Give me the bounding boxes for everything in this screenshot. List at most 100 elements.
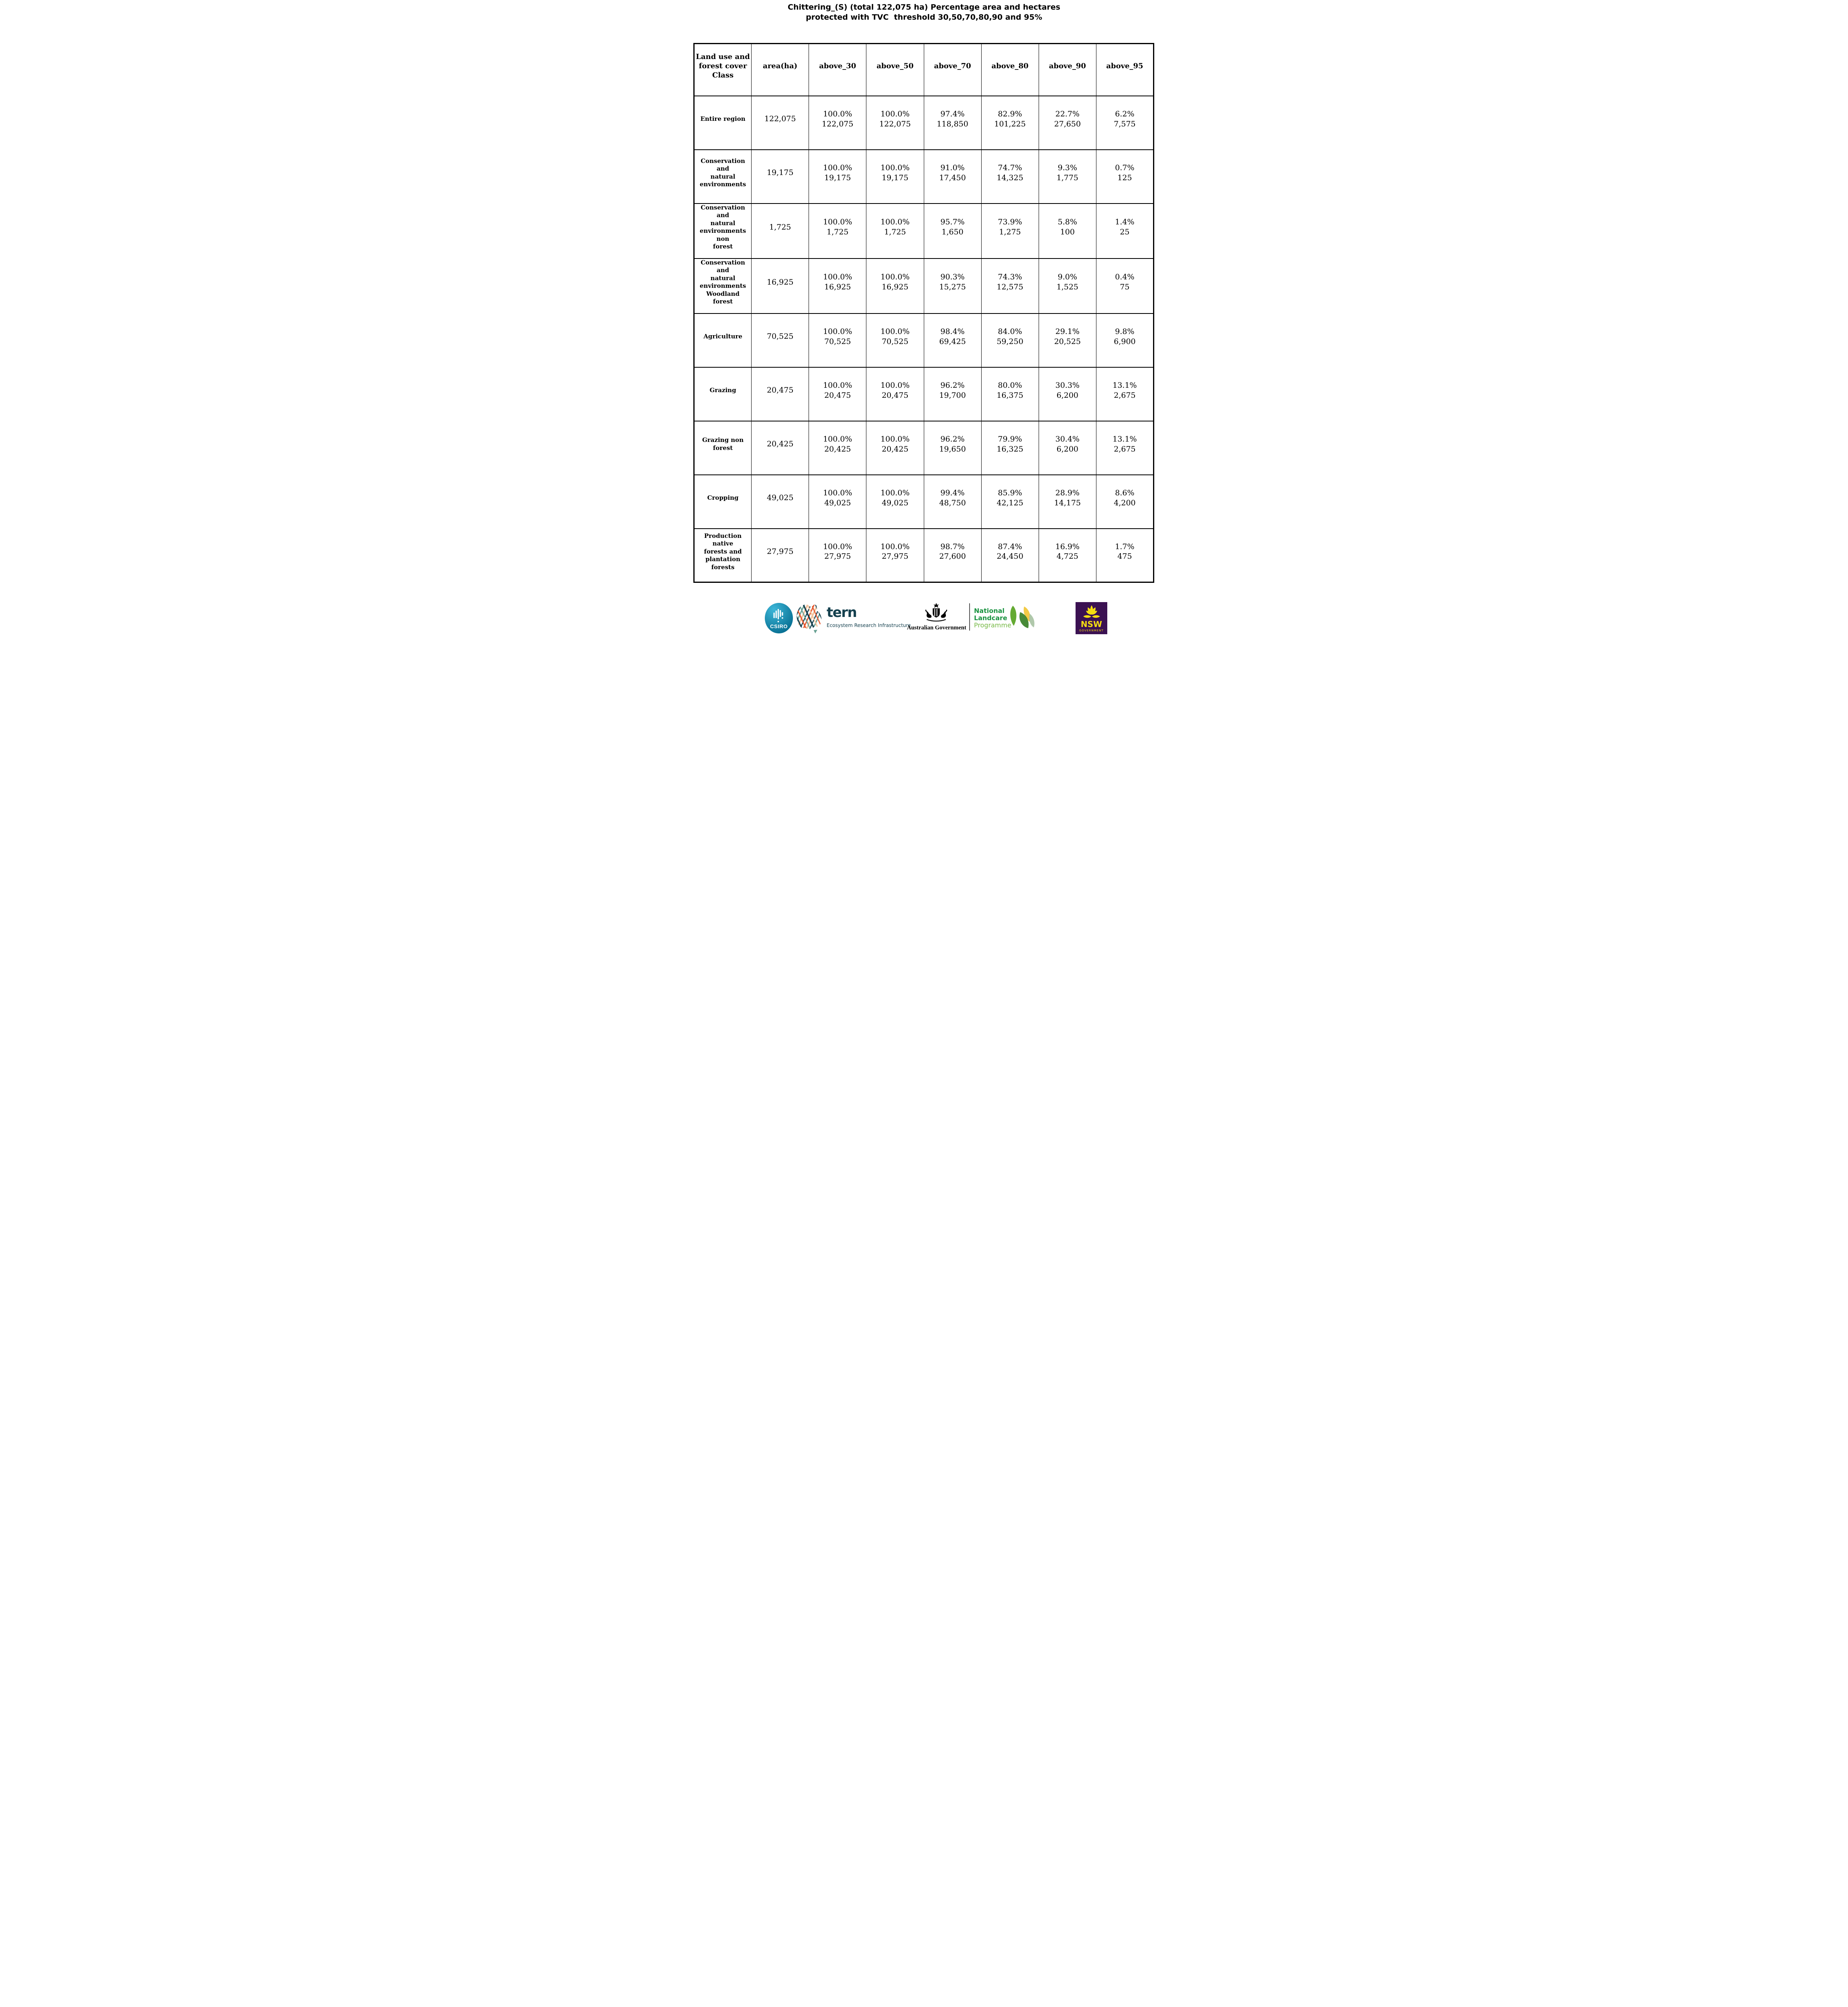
csiro-label: CSIRO — [770, 623, 788, 629]
column-header-above-30: above_30 — [809, 43, 867, 96]
coverage-percent: 100.0% — [880, 327, 910, 336]
row-label-cell: Grazing non forest — [693, 420, 752, 475]
table-row: Grazing 20,475 100.0% 20,475 100.0% 20,475 96.… — [693, 366, 1154, 421]
title-line-2: protected with TVC threshold 30,50,70,80… — [806, 12, 1042, 22]
tern-australia-map-icon — [793, 602, 825, 634]
coverage-cell: 0.7% 125 — [1096, 149, 1154, 204]
australian-government-logo: Australian Government — [907, 602, 966, 633]
coverage-percent: 80.0% — [998, 381, 1022, 390]
coverage-percent: 9.8% — [1115, 327, 1135, 336]
coverage-percent: 100.0% — [880, 218, 910, 227]
coverage-hectares: 1,725 — [884, 228, 906, 236]
coverage-percent: 100.0% — [880, 434, 910, 444]
coverage-hectares: 48,750 — [939, 498, 966, 507]
coverage-hectares: 19,700 — [939, 391, 966, 400]
coverage-percent: 30.4% — [1055, 434, 1080, 444]
coverage-cell: 1.7% 475 — [1096, 528, 1154, 583]
coverage-cell: 30.3% 6,200 — [1038, 366, 1096, 421]
coverage-percent: 30.3% — [1055, 381, 1080, 390]
coverage-cell: 98.7% 27,600 — [923, 528, 982, 583]
coverage-percent: 97.4% — [940, 109, 965, 118]
coverage-percent: 98.4% — [940, 327, 965, 336]
coverage-percent: 100.0% — [823, 488, 852, 497]
coverage-cell: 100.0% 27,975 — [866, 528, 924, 583]
coverage-hectares: 69,425 — [939, 337, 966, 346]
coverage-hectares: 100 — [1060, 228, 1075, 236]
coverage-hectares: 122,075 — [822, 119, 854, 128]
coverage-percent: 95.7% — [940, 218, 965, 227]
coverage-cell: 97.4% 118,850 — [923, 95, 982, 150]
area-ha-cell: 16,925 — [751, 258, 809, 314]
coverage-hectares: 101,225 — [994, 119, 1026, 128]
coverage-hectares: 6,900 — [1114, 337, 1136, 346]
coverage-percent: 5.8% — [1057, 218, 1077, 227]
coverage-percent: 73.9% — [998, 218, 1022, 227]
coverage-percent: 6.2% — [1115, 109, 1135, 118]
coverage-percent: 100.0% — [880, 488, 910, 497]
header-row: Land use and forest cover Class area(ha)… — [693, 43, 1154, 96]
coverage-cell: 96.2% 19,650 — [923, 420, 982, 475]
coverage-percent: 85.9% — [998, 488, 1022, 497]
coverage-cell: 100.0% 70,525 — [866, 313, 924, 368]
coverage-hectares: 1,775 — [1056, 173, 1079, 182]
coverage-hectares: 6,200 — [1056, 444, 1079, 454]
coverage-hectares: 7,575 — [1114, 119, 1136, 128]
coverage-percent: 96.2% — [940, 434, 965, 444]
coverage-hectares: 19,175 — [882, 173, 909, 182]
coverage-hectares: 118,850 — [937, 119, 968, 128]
coverage-hectares: 2,675 — [1114, 391, 1136, 400]
row-label-cell: Conservation and natural environments — [693, 149, 752, 204]
coverage-cell: 100.0% 19,175 — [809, 149, 867, 204]
coverage-hectares: 75 — [1120, 283, 1130, 291]
table-row: Agriculture 70,525 100.0% 70,525 100.0% 70,52… — [693, 313, 1154, 368]
coverage-cell: 100.0% 20,475 — [866, 366, 924, 421]
coverage-hectares: 19,650 — [939, 444, 966, 454]
coverage-cell: 85.9% 42,125 — [981, 474, 1039, 529]
coverage-hectares: 20,525 — [1054, 337, 1081, 346]
column-header-class: Land use and forest cover Class — [693, 43, 752, 96]
coverage-percent: 99.4% — [940, 488, 965, 497]
area-ha-cell: 20,425 — [751, 420, 809, 475]
table-row: Conservation and natural environments Wo… — [693, 258, 1154, 314]
coverage-percent: 98.7% — [940, 542, 965, 551]
coverage-cell: 100.0% 49,025 — [809, 474, 867, 529]
coverage-hectares: 27,650 — [1054, 119, 1081, 128]
coverage-cell: 16.9% 4,725 — [1038, 528, 1096, 583]
coverage-cell: 90.3% 15,275 — [923, 258, 982, 314]
coverage-hectares: 42,125 — [996, 498, 1023, 507]
waratah-icon — [1083, 605, 1100, 618]
coverage-cell: 74.3% 12,575 — [981, 258, 1039, 314]
coverage-hectares: 12,575 — [996, 283, 1023, 291]
coverage-hectares: 14,175 — [1054, 498, 1081, 507]
coverage-cell: 100.0% 122,075 — [809, 95, 867, 150]
row-label-cell: Agriculture — [693, 313, 752, 368]
table-row: Cropping 49,025 100.0% 49,025 100.0% 49,025 99… — [693, 474, 1154, 529]
coverage-percent: 0.4% — [1115, 273, 1135, 282]
coverage-cell: 6.2% 7,575 — [1096, 95, 1154, 150]
area-ha-cell: 1,725 — [751, 203, 809, 259]
coverage-hectares: 19,175 — [824, 173, 851, 182]
area-ha-cell: 49,025 — [751, 474, 809, 529]
coverage-hectares: 16,925 — [824, 283, 851, 291]
coverage-cell: 100.0% 49,025 — [866, 474, 924, 529]
table-row: Conservation and natural environments 19,… — [693, 149, 1154, 204]
coverage-percent: 96.2% — [940, 381, 965, 390]
tern-wordmark: tern — [827, 605, 857, 621]
coverage-percent: 22.7% — [1055, 109, 1080, 118]
coverage-hectares: 70,525 — [882, 337, 909, 346]
coverage-percent: 100.0% — [880, 542, 910, 551]
coverage-hectares: 125 — [1117, 173, 1132, 182]
coverage-hectares: 1,275 — [999, 228, 1021, 236]
coverage-percent: 28.9% — [1055, 488, 1080, 497]
column-header-above-80: above_80 — [981, 43, 1039, 96]
coverage-cell: 100.0% 16,925 — [809, 258, 867, 314]
coverage-hectares: 16,325 — [996, 444, 1023, 454]
land-use-table: Land use and forest cover Class area(ha)… — [693, 43, 1154, 583]
coverage-cell: 100.0% 27,975 — [809, 528, 867, 583]
coverage-hectares: 2,675 — [1114, 444, 1136, 454]
coverage-percent: 13.1% — [1112, 381, 1137, 390]
table-row: Production native forests and plantation… — [693, 528, 1154, 583]
coverage-hectares: 25 — [1120, 228, 1130, 236]
coat-of-arms-icon — [925, 603, 947, 622]
coverage-percent: 100.0% — [823, 273, 852, 282]
